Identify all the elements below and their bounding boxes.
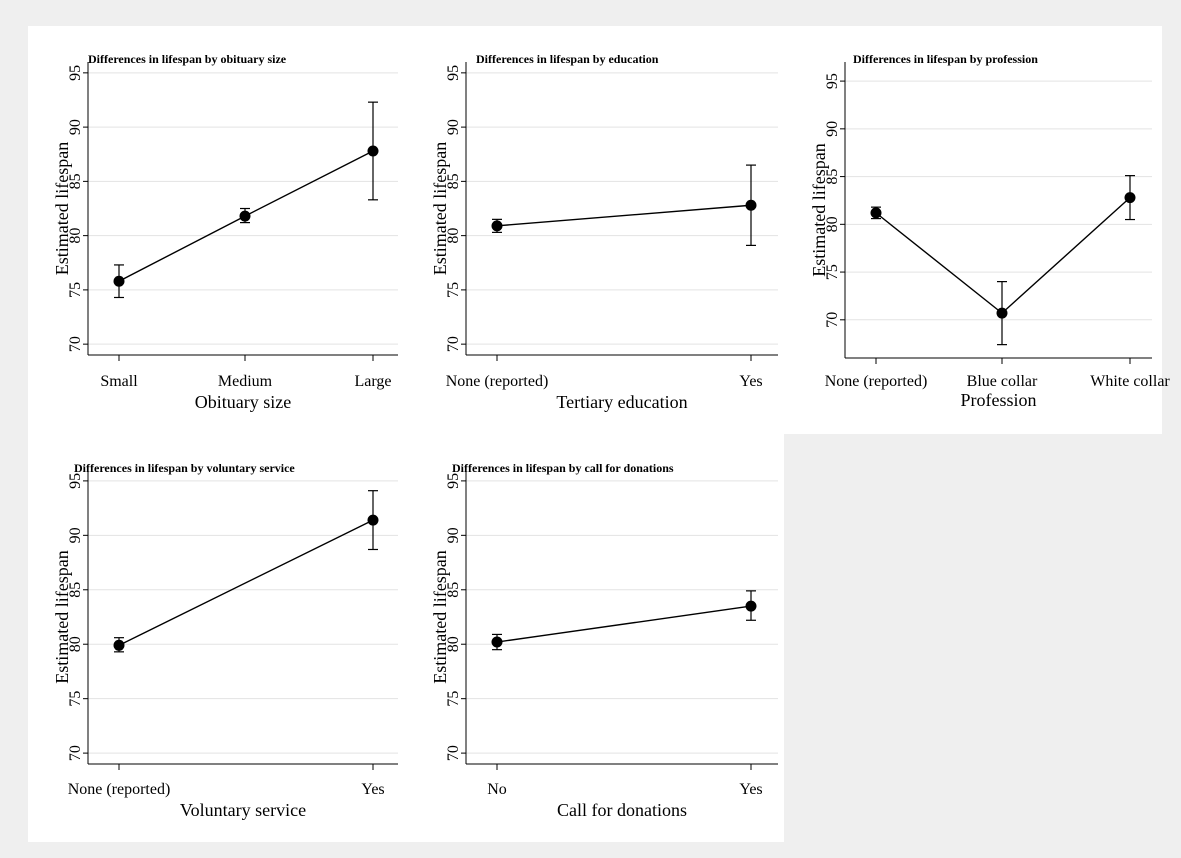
chart-title: Differences in lifespan by education bbox=[476, 52, 659, 66]
chart-title: Differences in lifespan by obituary size bbox=[88, 52, 287, 66]
y-tick-label: 75 bbox=[67, 691, 84, 707]
y-axis-title: Estimated lifespan bbox=[809, 143, 829, 276]
x-tick-label: White collar bbox=[1090, 373, 1170, 390]
chart-panel-3: Differences in lifespan by profession 70 7… bbox=[809, 52, 1170, 410]
y-tick-label: 85 bbox=[824, 169, 841, 185]
data-point bbox=[491, 220, 503, 232]
data-point bbox=[367, 145, 379, 157]
chart-title: Differences in lifespan by voluntary ser… bbox=[74, 461, 295, 475]
y-tick-label: 95 bbox=[67, 473, 84, 489]
y-tick-label: 80 bbox=[445, 636, 462, 652]
y-tick-label: 75 bbox=[67, 282, 84, 298]
x-tick-label: None (reported) bbox=[825, 373, 928, 390]
y-tick-label: 90 bbox=[67, 527, 84, 543]
chart-title: Differences in lifespan by profession bbox=[853, 52, 1038, 66]
data-point bbox=[113, 275, 125, 287]
y-axis-title: Estimated lifespan bbox=[430, 142, 450, 275]
bottom-row-background bbox=[28, 434, 784, 842]
data-point bbox=[996, 307, 1008, 319]
y-tick-label: 75 bbox=[445, 691, 462, 707]
y-tick-label: 70 bbox=[824, 312, 841, 328]
x-tick-label: Medium bbox=[218, 373, 273, 390]
x-tick-label: Small bbox=[100, 373, 138, 390]
chart-title: Differences in lifespan by call for dona… bbox=[452, 461, 674, 475]
y-axis-title: Estimated lifespan bbox=[52, 550, 72, 683]
x-tick-label: Yes bbox=[739, 781, 762, 798]
x-axis-title: Tertiary education bbox=[556, 392, 687, 412]
data-point bbox=[367, 514, 379, 526]
y-tick-label: 75 bbox=[445, 282, 462, 298]
series-line bbox=[496, 204, 752, 227]
chart-panel-5: Differences in lifespan by call for dona… bbox=[430, 461, 778, 820]
x-tick-label: None (reported) bbox=[446, 373, 549, 390]
x-tick-label: Blue collar bbox=[967, 373, 1038, 390]
data-point bbox=[491, 636, 503, 648]
y-tick-label: 90 bbox=[67, 119, 84, 135]
x-axis-title: Obituary size bbox=[195, 392, 291, 412]
data-point bbox=[239, 210, 251, 222]
x-axis-title: Profession bbox=[961, 390, 1037, 410]
x-tick-label: None (reported) bbox=[68, 781, 171, 798]
y-tick-label: 85 bbox=[67, 173, 84, 189]
data-point bbox=[1124, 192, 1136, 204]
chart-panel-1: Differences in lifespan by obituary size… bbox=[52, 52, 398, 412]
series-line bbox=[118, 519, 374, 646]
y-tick-label: 95 bbox=[445, 65, 462, 81]
y-tick-label: 90 bbox=[445, 527, 462, 543]
chart-panel-2: Differences in lifespan by education 70 75… bbox=[430, 52, 778, 412]
x-tick-label: Large bbox=[354, 373, 391, 390]
y-tick-label: 95 bbox=[824, 73, 841, 89]
data-point bbox=[870, 207, 882, 219]
y-tick-label: 75 bbox=[824, 264, 841, 280]
y-tick-label: 85 bbox=[445, 582, 462, 598]
data-point bbox=[113, 639, 125, 651]
y-tick-label: 70 bbox=[445, 336, 462, 352]
y-axis-title: Estimated lifespan bbox=[52, 142, 72, 275]
y-tick-label: 95 bbox=[445, 473, 462, 489]
y-tick-label: 70 bbox=[67, 336, 84, 352]
y-tick-label: 85 bbox=[445, 173, 462, 189]
data-point bbox=[745, 600, 757, 612]
x-axis-title: Call for donations bbox=[557, 800, 687, 820]
y-axis-title: Estimated lifespan bbox=[430, 550, 450, 683]
y-tick-label: 80 bbox=[67, 636, 84, 652]
y-tick-label: 95 bbox=[67, 65, 84, 81]
x-tick-label: Yes bbox=[361, 781, 384, 798]
y-tick-label: 80 bbox=[67, 228, 84, 244]
y-tick-label: 70 bbox=[445, 745, 462, 761]
y-tick-label: 90 bbox=[445, 119, 462, 135]
y-tick-label: 70 bbox=[67, 745, 84, 761]
series-line bbox=[496, 605, 752, 643]
x-axis-title: Voluntary service bbox=[180, 800, 306, 820]
data-point bbox=[745, 199, 757, 211]
y-tick-label: 85 bbox=[67, 582, 84, 598]
x-tick-label: Yes bbox=[739, 373, 762, 390]
y-tick-label: 80 bbox=[445, 228, 462, 244]
y-tick-label: 90 bbox=[824, 121, 841, 137]
chart-panel-4: Differences in lifespan by voluntary ser… bbox=[52, 461, 398, 820]
x-tick-label: No bbox=[487, 781, 507, 798]
y-tick-label: 80 bbox=[824, 216, 841, 232]
